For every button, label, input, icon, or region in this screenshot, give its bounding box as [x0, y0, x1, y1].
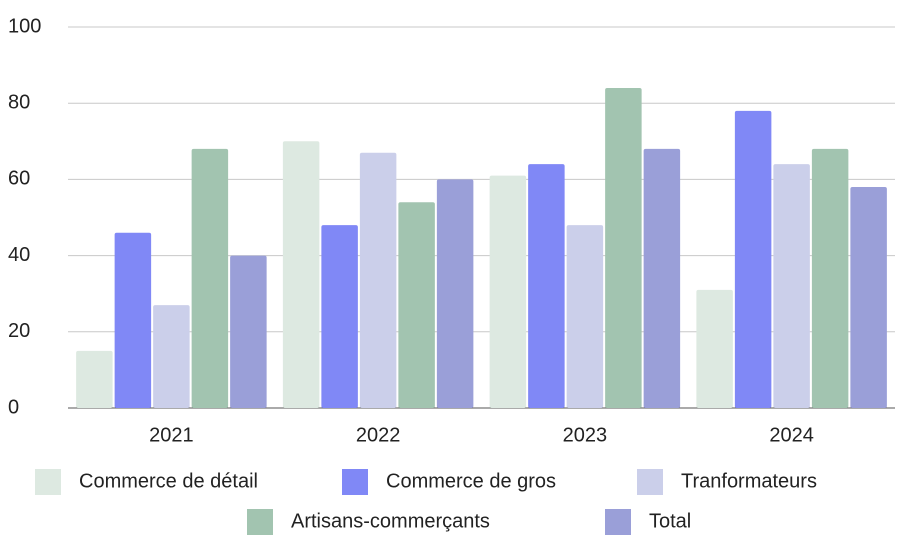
legend-swatch [247, 509, 273, 535]
bar [230, 255, 267, 408]
bar [282, 141, 320, 409]
bar [528, 164, 565, 408]
legend-swatch [342, 469, 368, 495]
legend-label: Tranformateurs [681, 470, 817, 492]
bar [566, 225, 604, 408]
bar [76, 350, 113, 408]
legend-label: Commerce de gros [386, 470, 556, 492]
x-tick-label: 2023 [563, 424, 608, 446]
bar [811, 148, 849, 409]
legend-label: Artisans-commerçants [291, 510, 490, 532]
legend-label: Commerce de détail [79, 470, 258, 492]
y-tick-label: 40 [8, 244, 30, 266]
legend-swatch [637, 469, 663, 495]
bar [696, 289, 733, 408]
bar [850, 187, 887, 408]
bar [734, 110, 772, 408]
y-tick-label: 0 [8, 396, 19, 418]
bar [191, 148, 229, 409]
legend-swatch [35, 469, 61, 495]
bar [605, 87, 642, 409]
bar [643, 148, 681, 409]
legend-swatch [605, 509, 631, 535]
y-tick-label: 60 [8, 168, 30, 190]
bar [321, 225, 358, 408]
bar [436, 179, 474, 408]
y-tick-label: 20 [8, 320, 30, 342]
y-tick-label: 100 [8, 15, 41, 37]
legend-label: Total [649, 510, 691, 532]
bar [114, 232, 152, 408]
x-tick-label: 2022 [356, 424, 401, 446]
bar [489, 175, 527, 408]
bar [153, 305, 190, 408]
bar [359, 152, 397, 408]
bar [773, 164, 810, 408]
x-tick-label: 2021 [149, 424, 194, 446]
y-tick-label: 80 [8, 91, 30, 113]
bar [398, 202, 435, 408]
x-tick-label: 2024 [769, 424, 814, 446]
